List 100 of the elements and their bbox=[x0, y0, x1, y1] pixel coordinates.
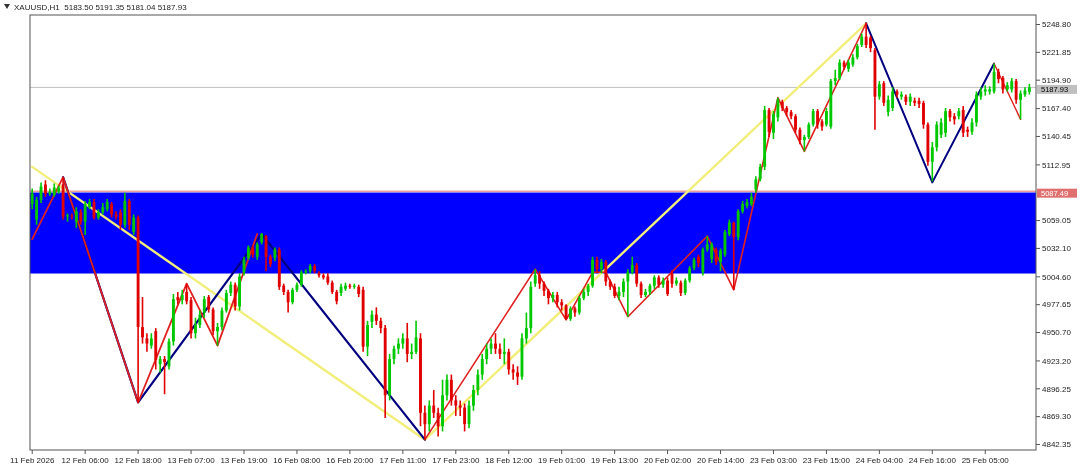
y-tick-label: 4923.20 bbox=[1042, 356, 1072, 366]
candlestick bbox=[622, 277, 625, 298]
x-tick-label: 23 Feb 03:00 bbox=[749, 456, 798, 465]
candlestick bbox=[194, 316, 197, 340]
candlestick bbox=[269, 253, 272, 268]
candlestick bbox=[511, 363, 515, 381]
candlestick bbox=[396, 337, 400, 355]
y-tick-label: 5004.60 bbox=[1042, 272, 1072, 282]
line-series bbox=[424, 22, 867, 441]
x-tick-label: 12 Feb 18:00 bbox=[114, 456, 163, 465]
y-tick-label: 5194.90 bbox=[1042, 76, 1072, 85]
candlestick bbox=[626, 268, 630, 318]
x-tick-label: 24 Feb 04:00 bbox=[855, 456, 904, 465]
candlestick bbox=[935, 120, 939, 153]
candlestick bbox=[1019, 89, 1022, 121]
y-tick-label: 5032.10 bbox=[1042, 244, 1072, 254]
candlestick bbox=[961, 105, 965, 138]
y-tick-label: 4896.25 bbox=[1042, 384, 1072, 394]
candlestick bbox=[710, 241, 714, 264]
y-tick-label: 5112.95 bbox=[1042, 160, 1071, 170]
candlestick bbox=[441, 378, 444, 433]
x-tick-label: 17 Feb 11:00 bbox=[379, 456, 427, 465]
candlestick bbox=[930, 141, 934, 183]
candlestick bbox=[458, 399, 462, 417]
candlestick bbox=[569, 305, 572, 322]
candlestick bbox=[366, 320, 369, 357]
y-tick-label: 5059.05 bbox=[1042, 216, 1072, 226]
candlestick bbox=[158, 355, 162, 374]
candlestick bbox=[975, 90, 978, 128]
candlestick bbox=[344, 281, 347, 292]
candlestick bbox=[891, 86, 895, 112]
candlestick bbox=[211, 306, 215, 337]
candlestick bbox=[70, 212, 74, 221]
x-tick-label: 25 Feb 05:00 bbox=[961, 456, 1010, 465]
candlestick bbox=[348, 282, 352, 290]
candlestick bbox=[833, 68, 837, 87]
x-tick-label: 23 Feb 15:00 bbox=[802, 456, 851, 465]
candlestick bbox=[877, 80, 881, 101]
candlestick bbox=[291, 286, 294, 306]
candlestick bbox=[816, 108, 820, 130]
x-tick-label: 19 Feb 13:00 bbox=[591, 456, 639, 465]
candlestick bbox=[864, 22, 868, 49]
candlestick bbox=[304, 268, 308, 276]
candlestick bbox=[224, 289, 228, 314]
candlestick bbox=[432, 389, 436, 419]
candlestick bbox=[485, 342, 489, 366]
candlestick bbox=[869, 34, 872, 53]
y-tick-label: 4950.70 bbox=[1042, 328, 1072, 338]
candlestick bbox=[423, 404, 427, 441]
candlestick bbox=[577, 295, 581, 316]
x-tick-label: 17 Feb 23:00 bbox=[432, 456, 480, 465]
x-tick-label: 20 Feb 02:00 bbox=[644, 456, 692, 465]
candlestick bbox=[176, 291, 180, 306]
candlestick bbox=[185, 282, 189, 306]
candlestick bbox=[899, 90, 903, 101]
candlestick bbox=[719, 247, 722, 273]
x-tick-label: 18 Feb 12:00 bbox=[485, 456, 533, 465]
candlestick bbox=[992, 62, 996, 95]
candlestick bbox=[944, 107, 947, 138]
candlestick bbox=[321, 272, 325, 281]
candlestick bbox=[480, 353, 484, 381]
candlestick bbox=[202, 295, 206, 319]
candlestick bbox=[141, 296, 144, 345]
candlestick bbox=[922, 99, 925, 130]
candlestick bbox=[119, 208, 122, 231]
candlestick bbox=[427, 399, 431, 433]
candlestick bbox=[145, 332, 149, 353]
candlestick bbox=[238, 272, 242, 312]
x-tick-label: 12 Feb 06:00 bbox=[61, 456, 110, 465]
x-tick-label: 13 Feb 07:00 bbox=[167, 456, 216, 465]
y-tick-label: 4977.65 bbox=[1042, 300, 1072, 310]
candlestick bbox=[454, 394, 458, 417]
x-tick-label: 20 Feb 14:00 bbox=[696, 456, 745, 465]
candlestick bbox=[132, 213, 136, 236]
candlestick bbox=[635, 262, 639, 288]
y-tick-label: 4842.35 bbox=[1042, 440, 1072, 450]
candlestick bbox=[507, 347, 511, 376]
candlestick bbox=[405, 322, 409, 363]
candlestick bbox=[123, 191, 127, 229]
candlestick bbox=[697, 253, 700, 268]
candlestick bbox=[666, 276, 670, 297]
candlestick bbox=[524, 311, 528, 345]
x-tick-label: 11 Feb 2026 bbox=[10, 456, 55, 465]
candlestick bbox=[701, 246, 705, 277]
candlestick bbox=[463, 402, 467, 433]
candlestick bbox=[419, 332, 422, 428]
candlestick bbox=[66, 212, 69, 223]
candlestick bbox=[794, 113, 797, 134]
candlestick bbox=[604, 259, 608, 287]
x-tick-label: 24 Feb 16:00 bbox=[908, 456, 957, 465]
chart-title: XAUUSD,H1 5183.50 5191.35 5181.04 5187.93 bbox=[14, 3, 188, 12]
candlestick bbox=[732, 220, 736, 291]
candlestick bbox=[286, 289, 290, 314]
candlestick bbox=[882, 80, 886, 107]
candlestick bbox=[983, 84, 987, 97]
candlestick bbox=[644, 288, 647, 298]
line-series bbox=[61, 176, 426, 441]
candlestick bbox=[127, 198, 131, 231]
x-tick-label: 16 Feb 20:00 bbox=[326, 456, 375, 465]
x-tick-label: 19 Feb 01:00 bbox=[538, 456, 586, 465]
